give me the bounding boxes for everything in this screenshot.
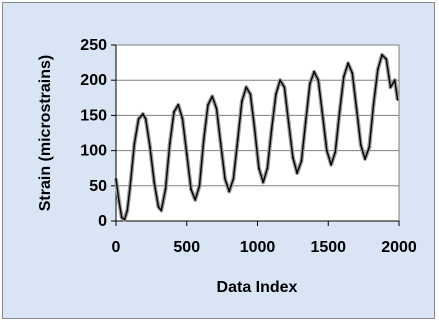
data-point (123, 218, 126, 221)
data-point (173, 110, 175, 113)
y-axis-title: Strain (microstrains) (37, 55, 54, 211)
data-point (258, 167, 260, 170)
data-point (291, 156, 294, 159)
data-point (279, 79, 282, 82)
data-point (168, 142, 171, 145)
data-point (368, 146, 371, 148)
data-point (149, 146, 151, 148)
data-point (313, 70, 315, 73)
data-point (211, 95, 214, 98)
data-point (338, 110, 341, 113)
x-tick-label: 0 (112, 239, 121, 256)
data-point (317, 79, 320, 82)
data-point (342, 75, 345, 78)
data-point (160, 209, 163, 212)
data-point (120, 216, 123, 219)
data-point (359, 144, 362, 146)
data-point (330, 163, 332, 166)
data-point (129, 184, 132, 187)
data-point (253, 128, 256, 131)
data-point (389, 86, 392, 89)
data-point (325, 149, 328, 152)
data-point (198, 184, 201, 187)
data-point (376, 68, 379, 71)
data-point (224, 177, 226, 180)
x-tick-label: 2000 (381, 239, 417, 256)
y-tick-label: 100 (80, 143, 107, 160)
y-tick-label: 150 (80, 107, 107, 124)
series-layer (114, 52, 400, 222)
data-point (232, 177, 235, 180)
data-point (215, 107, 218, 110)
data-point (241, 100, 243, 103)
data-point (283, 86, 286, 89)
data-point (245, 86, 248, 89)
data-point (372, 103, 375, 106)
data-point (153, 181, 156, 184)
data-point (266, 167, 269, 170)
x-tick-label: 500 (173, 239, 200, 256)
data-point (351, 72, 354, 75)
data-point (157, 206, 160, 208)
data-point (274, 93, 277, 96)
data-point (249, 93, 252, 96)
data-point (117, 198, 120, 201)
data-point (355, 107, 358, 110)
data-point (270, 128, 273, 131)
data-point (381, 53, 383, 56)
data-point (228, 190, 231, 193)
data-point (177, 103, 180, 106)
y-tick-label: 50 (89, 178, 107, 195)
y-tick-label: 200 (80, 72, 107, 89)
y-tick-label: 250 (80, 37, 107, 54)
data-point (181, 118, 184, 120)
data-point (164, 188, 167, 191)
data-point (262, 181, 265, 184)
data-point (219, 142, 222, 145)
data-point (393, 79, 396, 82)
data-point (347, 62, 349, 65)
data-point (385, 58, 388, 60)
data-point (202, 139, 205, 141)
data-point (364, 158, 366, 160)
data-point (296, 172, 299, 175)
data-point (190, 188, 192, 191)
data-point (137, 118, 140, 120)
data-point (141, 113, 144, 115)
plot-area (115, 44, 400, 222)
x-tick-label: 1500 (310, 239, 346, 256)
data-point (185, 153, 188, 156)
series-line (115, 54, 399, 221)
data-point (207, 103, 209, 106)
data-point (396, 99, 399, 101)
data-point (236, 139, 239, 141)
data-point (133, 142, 136, 145)
data-point (334, 151, 337, 153)
data-point (321, 114, 324, 117)
x-axis-title: Data Index (217, 279, 298, 296)
data-point (126, 209, 129, 212)
tick-labels: 0 50 100 150 200 250 0 500 1000 1500 2000 (80, 37, 417, 256)
data-point (308, 82, 311, 85)
x-tick-label: 1000 (240, 239, 276, 256)
data-point (144, 118, 147, 120)
data-point (287, 121, 290, 124)
data-point (300, 160, 303, 163)
y-tick-label: 0 (98, 213, 107, 230)
data-point (115, 177, 117, 180)
data-point (304, 121, 307, 124)
data-point (194, 198, 197, 201)
